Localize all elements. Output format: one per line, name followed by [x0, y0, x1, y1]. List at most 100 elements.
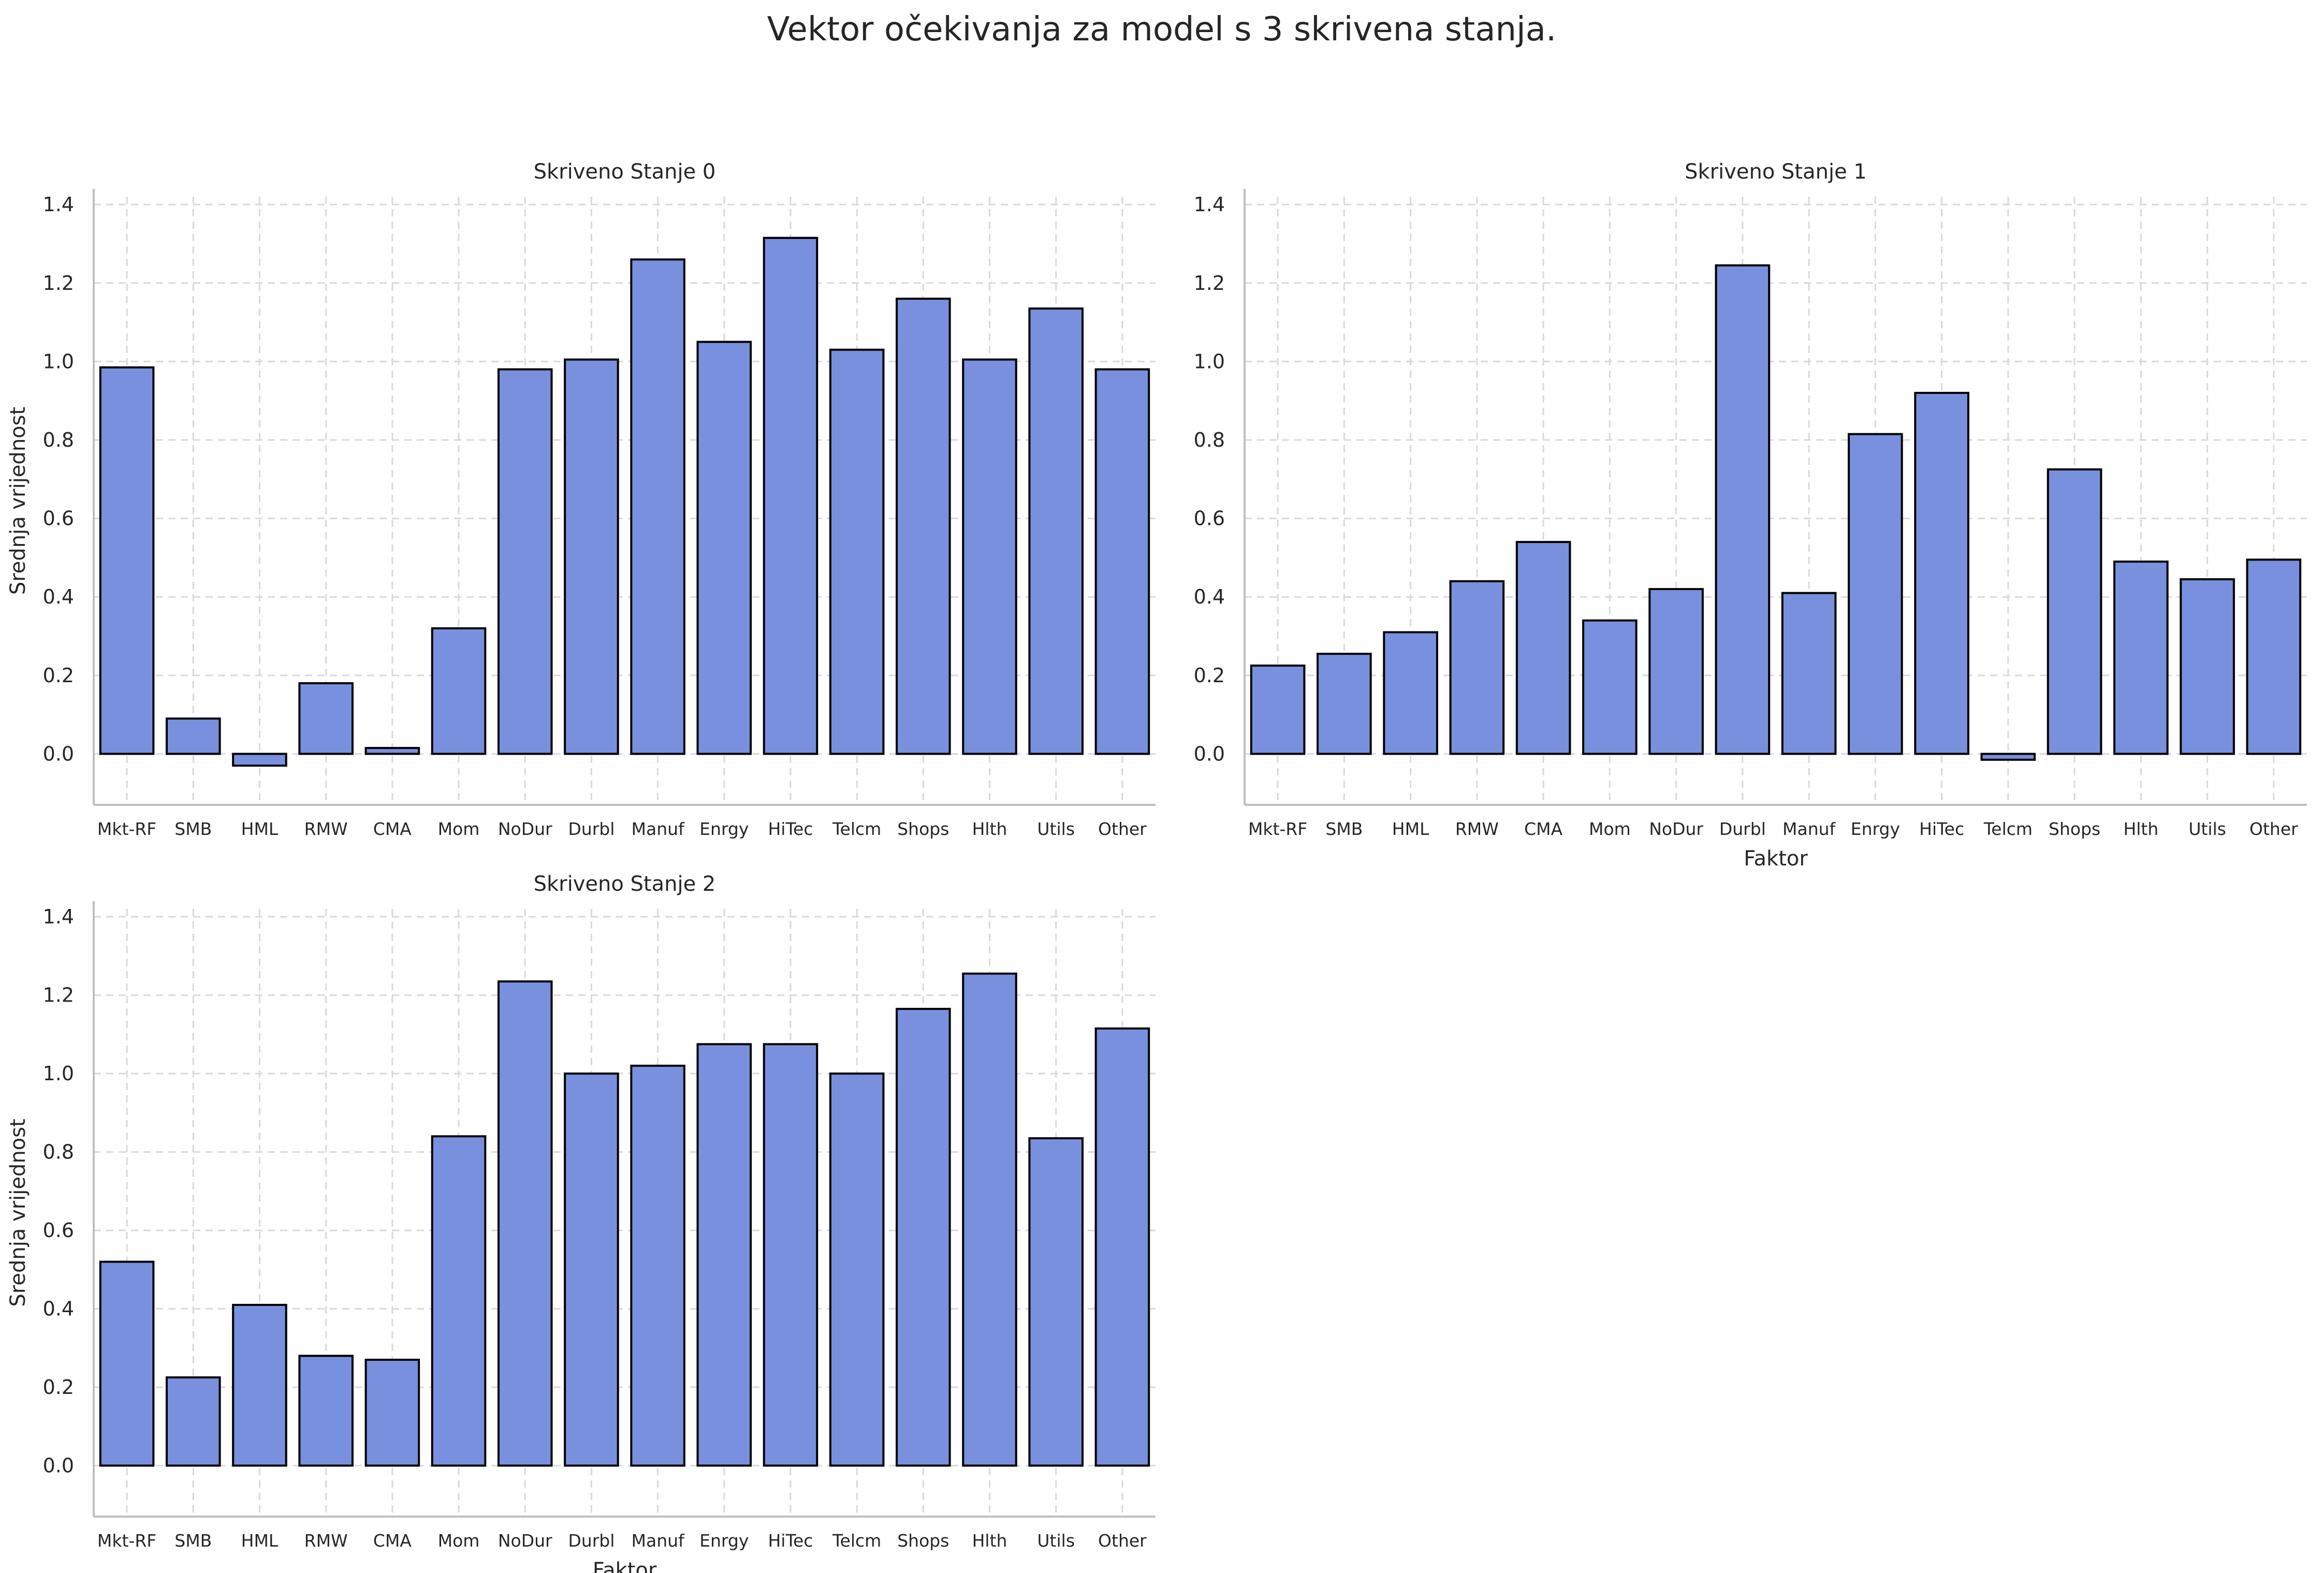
y-tick-label: 1.0: [1194, 350, 1225, 373]
y-tick-label: 0.4: [1194, 585, 1225, 608]
bar-other: [1094, 368, 1150, 755]
bar-smb: [166, 1376, 221, 1467]
bar-mkt-rf: [1250, 664, 1306, 755]
x-tick-label: HiTec: [1919, 819, 1964, 839]
bar-cma: [364, 747, 420, 755]
bar-telcm: [829, 1072, 885, 1467]
bar-hml: [1383, 631, 1438, 755]
bar-other: [2246, 558, 2302, 755]
x-tick-label: Telcm: [1983, 819, 2033, 839]
y-tick-label: 0.2: [1194, 664, 1225, 687]
bar-enrgy: [696, 341, 752, 755]
y-tick-label: 0.6: [43, 507, 74, 530]
bar-shops: [896, 1008, 951, 1467]
y-axis-label: Srednja vrijednost: [6, 1119, 30, 1306]
bar-utils: [1028, 307, 1084, 755]
x-axis-label: Faktor: [1744, 847, 1808, 871]
panel-title: Skriveno Stanje 0: [534, 160, 716, 184]
x-tick-label: Enrgy: [1851, 819, 1900, 839]
x-tick-label: HML: [241, 819, 279, 839]
y-tick-label: 0.6: [1194, 507, 1225, 530]
bar-manuf: [630, 258, 685, 755]
y-axis-label: Srednja vrijednost: [6, 407, 30, 595]
bar-hlth: [962, 358, 1017, 755]
panel-title: Skriveno Stanje 1: [1685, 160, 1867, 184]
x-tick-label: Utils: [1037, 1531, 1075, 1551]
chart-panel-0: 0.0 0.2 0.4 0.6 0.8 1.0 1.2 1.4 Mkt-RF SMB HML RMW C…: [6, 160, 1156, 839]
chart-panel-2: 0.0 0.2 0.4 0.6 0.8 1.0 1.2 1.4 Mkt-RF SMB HML RMW C…: [6, 872, 1156, 1573]
x-tick-label: Utils: [2188, 819, 2226, 839]
x-tick-label: Mom: [1589, 819, 1631, 839]
bar-hitec: [763, 237, 818, 755]
bar-enrgy: [1848, 433, 1903, 755]
x-tick-label: NoDur: [498, 1531, 552, 1551]
x-tick-label: Hlth: [2123, 819, 2158, 839]
x-tick-label: Enrgy: [699, 1531, 749, 1551]
bar-durbl: [564, 1072, 619, 1467]
x-tick-label: Mkt-RF: [97, 819, 156, 839]
y-tick-label: 0.0: [43, 742, 74, 765]
y-tick-label: 0.8: [43, 1141, 74, 1164]
bar-nodur: [497, 368, 553, 755]
y-tick-label: 1.2: [43, 984, 74, 1007]
bar-nodur: [1648, 588, 1704, 755]
bar-mom: [431, 627, 487, 755]
x-tick-label: Enrgy: [699, 819, 749, 839]
x-tick-label: SMB: [174, 1531, 212, 1551]
x-tick-label: CMA: [373, 819, 412, 839]
bar-rmw: [298, 1355, 354, 1467]
y-tick-label: 0.8: [1194, 429, 1225, 451]
x-tick-label: Durbl: [568, 819, 615, 839]
bar-manuf: [630, 1064, 685, 1467]
x-tick-label: Other: [2249, 819, 2298, 839]
bar-durbl: [1715, 264, 1771, 755]
x-tick-label: RMW: [304, 1531, 348, 1551]
x-tick-label: Mkt-RF: [1248, 819, 1307, 839]
x-tick-label: Mkt-RF: [97, 1531, 156, 1551]
bar-hlth: [2113, 561, 2169, 755]
x-tick-label: Manuf: [632, 819, 685, 839]
bar-hml: [232, 753, 287, 767]
x-tick-label: HML: [1392, 819, 1429, 839]
bar-smb: [166, 717, 221, 755]
bar-hml: [232, 1303, 287, 1467]
x-tick-label: HiTec: [768, 1531, 813, 1551]
x-tick-label: HML: [241, 1531, 279, 1551]
chart-panel-1: 0.0 0.2 0.4 0.6 0.8 1.0 1.2 1.4 Mkt-RF SMB HML RMW C…: [1194, 160, 2307, 871]
x-tick-label: RMW: [1455, 819, 1499, 839]
bar-mkt-rf: [99, 1260, 155, 1467]
x-tick-label: Utils: [1037, 819, 1075, 839]
x-tick-label: Manuf: [1782, 819, 1836, 839]
bar-mom: [431, 1135, 487, 1467]
bar-utils: [1028, 1137, 1084, 1467]
x-tick-label: Durbl: [1719, 819, 1766, 839]
y-tick-label: 1.0: [43, 1062, 74, 1085]
bar-mom: [1582, 619, 1638, 755]
x-tick-label: NoDur: [498, 819, 552, 839]
x-tick-label: Shops: [897, 819, 949, 839]
bar-mkt-rf: [99, 366, 155, 755]
bar-utils: [2180, 578, 2235, 755]
x-tick-label: Manuf: [632, 1531, 685, 1551]
x-tick-label: Shops: [897, 1531, 949, 1551]
y-tick-label: 0.0: [43, 1454, 74, 1477]
y-tick-label: 1.0: [43, 350, 74, 373]
x-tick-label: NoDur: [1649, 819, 1703, 839]
panel-title: Skriveno Stanje 2: [534, 872, 716, 896]
x-tick-label: HiTec: [768, 819, 813, 839]
y-tick-label: 0.4: [43, 585, 74, 608]
bar-telcm: [829, 348, 885, 755]
y-tick-label: 0.0: [1194, 742, 1225, 765]
y-tick-label: 0.8: [43, 429, 74, 451]
x-tick-label: CMA: [373, 1531, 412, 1551]
x-tick-label: SMB: [1325, 819, 1363, 839]
bar-enrgy: [696, 1043, 752, 1467]
y-tick-label: 0.4: [43, 1298, 74, 1320]
bar-rmw: [1449, 580, 1505, 755]
y-tick-label: 1.4: [43, 193, 74, 216]
bar-manuf: [1781, 592, 1837, 755]
y-tick-label: 1.2: [43, 272, 74, 295]
x-tick-label: Durbl: [568, 1531, 615, 1551]
